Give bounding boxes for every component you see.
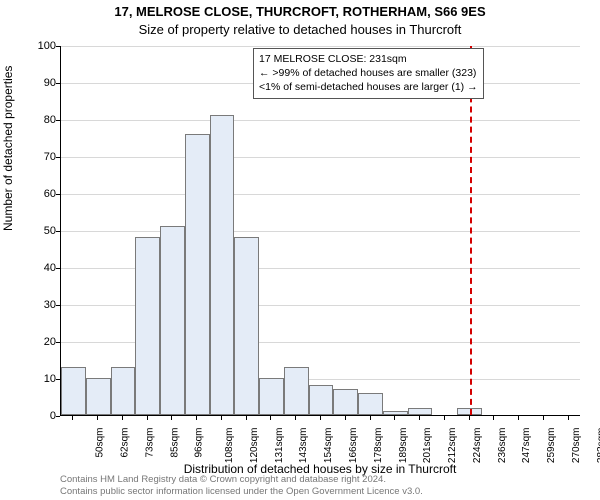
xtick-mark xyxy=(122,416,123,420)
xtick-label: 178sqm xyxy=(373,428,384,464)
ytick-mark xyxy=(56,342,60,343)
ytick-label: 30 xyxy=(44,299,56,311)
ytick-mark xyxy=(56,231,60,232)
ytick-label: 80 xyxy=(44,114,56,126)
xtick-mark xyxy=(72,416,73,420)
histogram-bar xyxy=(309,385,334,415)
xtick-label: 62sqm xyxy=(120,428,131,458)
footer-line1: Contains HM Land Registry data © Crown c… xyxy=(60,474,423,485)
ytick-label: 70 xyxy=(44,151,56,163)
histogram-bar xyxy=(358,393,383,415)
xtick-mark xyxy=(246,416,247,420)
xtick-mark xyxy=(493,416,494,420)
xtick-mark xyxy=(419,416,420,420)
ytick-mark xyxy=(56,268,60,269)
ytick-mark xyxy=(56,416,60,417)
histogram-bar xyxy=(210,115,235,415)
xtick-label: 108sqm xyxy=(224,428,235,464)
xtick-mark xyxy=(97,416,98,420)
footer-line2: Contains public sector information licen… xyxy=(60,486,423,497)
grid-line xyxy=(61,46,580,47)
histogram-bar xyxy=(259,378,284,415)
xtick-label: 224sqm xyxy=(472,428,483,464)
xtick-mark xyxy=(270,416,271,420)
ytick-label: 0 xyxy=(50,410,56,422)
grid-line xyxy=(61,120,580,121)
reference-marker-line xyxy=(470,46,472,415)
annotation-line1: 17 MELROSE CLOSE: 231sqm xyxy=(259,52,478,66)
xtick-label: 154sqm xyxy=(323,428,334,464)
histogram-bar xyxy=(135,237,160,415)
xtick-label: 166sqm xyxy=(348,428,359,464)
xtick-label: 96sqm xyxy=(194,428,205,458)
ytick-mark xyxy=(56,194,60,195)
xtick-mark xyxy=(568,416,569,420)
xtick-label: 189sqm xyxy=(398,428,409,464)
xtick-mark xyxy=(469,416,470,420)
xtick-mark xyxy=(196,416,197,420)
xtick-mark xyxy=(147,416,148,420)
xtick-mark xyxy=(345,416,346,420)
xtick-label: 247sqm xyxy=(521,428,532,464)
ytick-mark xyxy=(56,305,60,306)
xtick-label: 201sqm xyxy=(422,428,433,464)
ytick-label: 40 xyxy=(44,262,56,274)
histogram-bar xyxy=(111,367,136,415)
grid-line xyxy=(61,157,580,158)
xtick-label: 73sqm xyxy=(144,428,155,458)
histogram-bar xyxy=(408,408,433,415)
histogram-bar xyxy=(61,367,86,415)
histogram-bar xyxy=(383,411,408,415)
xtick-mark xyxy=(320,416,321,420)
annotation-box: 17 MELROSE CLOSE: 231sqm ← >99% of detac… xyxy=(253,48,484,99)
chart-container: 17, MELROSE CLOSE, THURCROFT, ROTHERHAM,… xyxy=(0,0,600,500)
ytick-mark xyxy=(56,157,60,158)
ytick-mark xyxy=(56,120,60,121)
ytick-mark xyxy=(56,379,60,380)
xtick-label: 85sqm xyxy=(169,428,180,458)
ytick-mark xyxy=(56,46,60,47)
histogram-bar xyxy=(185,134,210,415)
ytick-mark xyxy=(56,83,60,84)
xtick-mark xyxy=(221,416,222,420)
chart-title-sub: Size of property relative to detached ho… xyxy=(0,22,600,37)
xtick-label: 259sqm xyxy=(546,428,557,464)
grid-line xyxy=(61,194,580,195)
xtick-label: 236sqm xyxy=(497,428,508,464)
ytick-label: 90 xyxy=(44,77,56,89)
xtick-label: 50sqm xyxy=(95,428,106,458)
xtick-mark xyxy=(295,416,296,420)
plot-area xyxy=(60,46,580,416)
xtick-mark xyxy=(543,416,544,420)
ytick-label: 100 xyxy=(38,40,56,52)
footer-attribution: Contains HM Land Registry data © Crown c… xyxy=(60,474,423,497)
chart-title-main: 17, MELROSE CLOSE, THURCROFT, ROTHERHAM,… xyxy=(0,4,600,19)
ytick-label: 60 xyxy=(44,188,56,200)
xtick-label: 143sqm xyxy=(299,428,310,464)
histogram-bar xyxy=(234,237,259,415)
xtick-label: 212sqm xyxy=(447,428,458,464)
annotation-line3: <1% of semi-detached houses are larger (… xyxy=(259,80,478,94)
histogram-bar xyxy=(333,389,358,415)
xtick-label: 270sqm xyxy=(571,428,582,464)
xtick-mark xyxy=(518,416,519,420)
y-axis-label: Number of detached properties xyxy=(1,66,15,231)
histogram-bar xyxy=(86,378,111,415)
xtick-mark xyxy=(370,416,371,420)
xtick-mark xyxy=(444,416,445,420)
xtick-mark xyxy=(394,416,395,420)
histogram-bar xyxy=(160,226,185,415)
xtick-mark xyxy=(171,416,172,420)
xtick-label: 120sqm xyxy=(249,428,260,464)
ytick-label: 50 xyxy=(44,225,56,237)
xtick-label: 131sqm xyxy=(274,428,285,464)
ytick-label: 10 xyxy=(44,373,56,385)
xtick-label: 282sqm xyxy=(596,428,600,464)
grid-line xyxy=(61,231,580,232)
ytick-label: 20 xyxy=(44,336,56,348)
annotation-line2: ← >99% of detached houses are smaller (3… xyxy=(259,66,478,80)
histogram-bar xyxy=(284,367,309,415)
